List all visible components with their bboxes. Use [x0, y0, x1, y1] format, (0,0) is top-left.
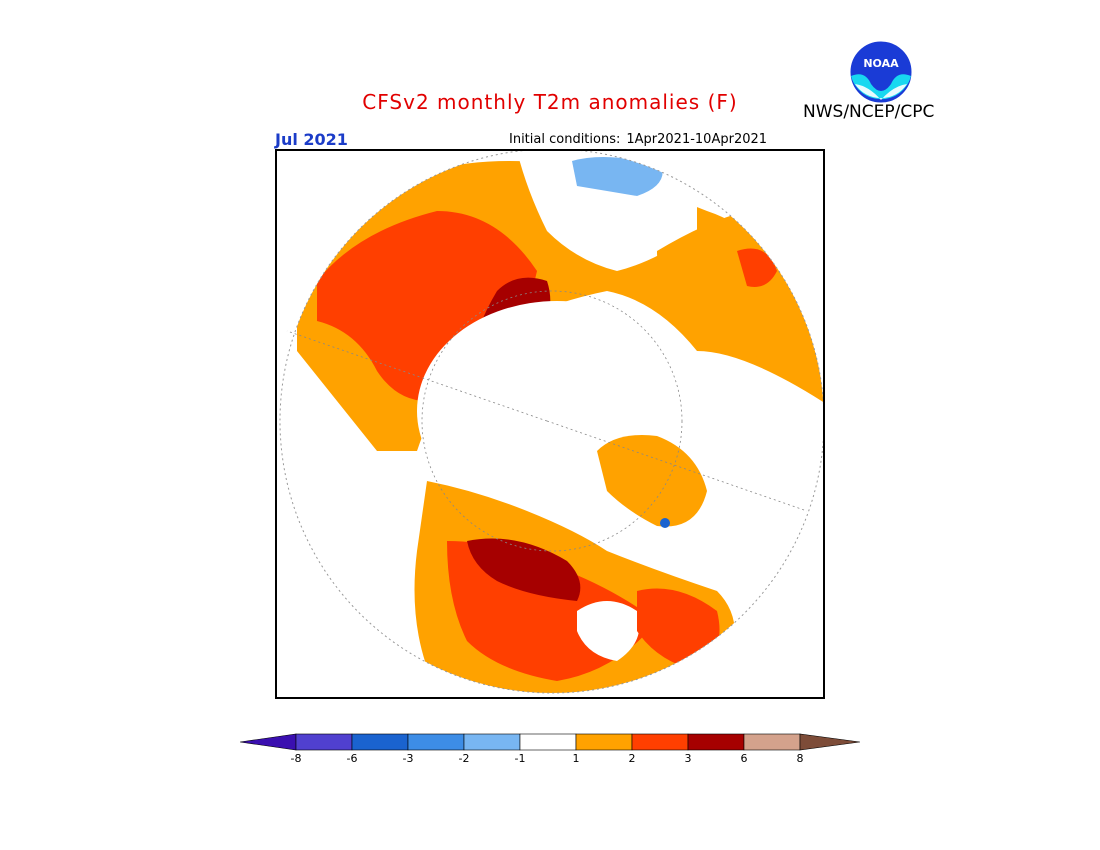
chart-title: CFSv2 monthly T2m anomalies (F)	[362, 90, 738, 114]
colorbar-swatch	[351, 733, 409, 751]
valid-month: Jul 2021	[275, 130, 348, 149]
colorbar-tick-label: 8	[797, 752, 804, 765]
colorbar-swatch	[575, 733, 633, 751]
credit-label: NWS/NCEP/CPC	[803, 102, 935, 122]
colorbar-arrow-high	[799, 733, 860, 751]
noaa-logo: NOAA	[849, 40, 913, 104]
europe-warm-patch	[737, 248, 777, 287]
siberia-anomaly-region	[317, 211, 537, 401]
colorbar-swatch	[407, 733, 465, 751]
polar-map-frame	[275, 149, 825, 699]
colorbar-tick-label: -2	[459, 752, 470, 765]
colorbar-tick-label: -3	[403, 752, 414, 765]
colorbar-tick-label: -1	[515, 752, 526, 765]
colorbar-swatch	[743, 733, 801, 751]
hudson-bay-region	[577, 601, 640, 661]
colorbar-arrow-low	[240, 733, 297, 751]
colorbar-swatch	[687, 733, 745, 751]
colorbar-tick-label: 1	[573, 752, 580, 765]
polar-map	[279, 151, 823, 694]
colorbar-tick-label: 6	[741, 752, 748, 765]
colorbar-tick-label: -8	[291, 752, 302, 765]
initial-conditions-label: Initial conditions:	[509, 132, 621, 147]
colorbar-tick-label: 2	[629, 752, 636, 765]
colorbar-tick-label: -6	[347, 752, 358, 765]
colorbar-swatch	[631, 733, 689, 751]
colorbar-swatch	[519, 733, 577, 751]
colorbar-tick-label: 3	[685, 752, 692, 765]
graticule	[286, 290, 808, 552]
initial-conditions-range: 1Apr2021-10Apr2021	[626, 132, 768, 147]
noaa-logo-text: NOAA	[863, 57, 899, 70]
colorbar-swatch	[295, 733, 353, 751]
western-arctic-anomaly-region	[467, 538, 581, 601]
colorbar: -8 -6 -3 -2 -1 1 2 3 6 8	[240, 733, 860, 765]
greenland-cool-spot	[660, 518, 670, 528]
pacific-cool-region	[572, 157, 663, 196]
initial-conditions: Initial conditions: 1Apr2021-10Apr2021	[509, 132, 767, 147]
greenland-anomaly-region	[597, 435, 707, 527]
colorbar-swatch	[463, 733, 521, 751]
